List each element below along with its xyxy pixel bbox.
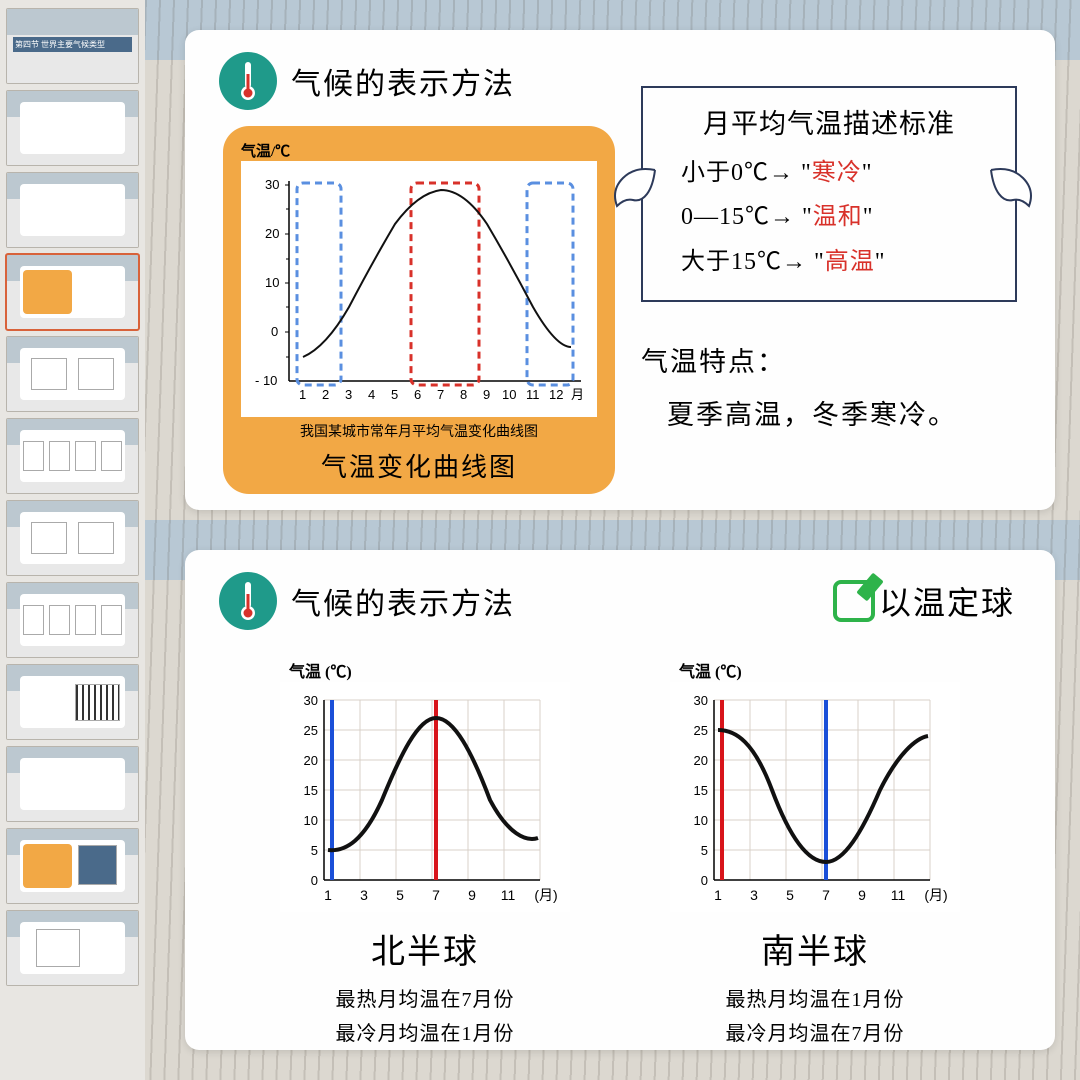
hemisphere-south: 气温 (℃) 302520 151050 [645,658,985,1051]
svg-text:5: 5 [391,387,398,402]
north-line1: 最热月均温在7月份 [255,983,595,1017]
thumbnail-9[interactable] [6,664,139,740]
svg-text:5: 5 [701,843,708,858]
svg-text:- 10: - 10 [255,373,277,388]
characteristic-block: 气温特点： 夏季高温，冬季寒冷。 [641,340,1017,432]
slide2-title: 气候的表示方法 [291,579,515,623]
svg-text:20: 20 [265,226,279,241]
chart-caption-small: 我国某城市常年月平均气温变化曲线图 [241,421,597,441]
north-line2: 最冷月均温在1月份 [255,1017,595,1051]
svg-text:9: 9 [483,387,490,402]
badge-text: 以温定球 [879,578,1015,624]
chart-caption-big: 气温变化曲线图 [241,447,597,484]
svg-text:1: 1 [299,387,306,402]
thermometer-icon [219,572,277,630]
char-body: 夏季高温，冬季寒冷。 [641,393,1017,432]
note-row-3: 大于15℃→ "高温" [661,240,997,284]
main-area: 气候的表示方法 气温/℃ 30 20 10 0 - 10 [145,0,1080,1080]
svg-text:5: 5 [786,887,794,903]
svg-text:1: 1 [714,887,722,903]
thumbnail-11[interactable] [6,828,139,904]
svg-text:8: 8 [460,387,467,402]
thumbnail-rail[interactable]: 第四节 世界主要气候类型 [0,0,145,1080]
svg-text:1: 1 [324,887,332,903]
svg-text:4: 4 [368,387,375,402]
svg-text:7: 7 [822,887,830,903]
pencil-icon [833,580,875,622]
y-axis-label: 气温 (℃) [645,658,985,682]
north-chart: 30 25 20 15 10 5 0 1 3 5 7 9 11 (月) [280,682,570,912]
char-title: 气温特点： [641,340,1017,379]
thumbnail-1[interactable]: 第四节 世界主要气候类型 [6,8,139,84]
svg-text:10: 10 [265,275,279,290]
svg-text:25: 25 [304,723,318,738]
svg-text:2: 2 [322,387,329,402]
thumbnail-4[interactable] [6,254,139,330]
svg-text:0: 0 [311,873,318,888]
svg-text:15: 15 [304,783,318,798]
svg-text:0: 0 [271,324,278,339]
thumbnail-8[interactable] [6,582,139,658]
south-chart: 30 25 20 15 10 5 0 1 3 5 7 9 11 (月) [670,682,960,912]
note-title: 月平均气温描述标准 [661,102,997,141]
svg-text:20: 20 [694,753,708,768]
chart-panel: 气温/℃ 30 20 10 0 - 10 [223,126,615,494]
thumbnail-6[interactable] [6,418,139,494]
slide-bottom: 气候的表示方法 以温定球 气温 (℃) [185,550,1055,1050]
svg-text:月: 月 [571,387,584,402]
svg-text:(月): (月) [534,887,557,903]
svg-text:10: 10 [502,387,516,402]
slide1-title: 气候的表示方法 [291,59,515,103]
svg-text:9: 9 [858,887,866,903]
svg-text:30: 30 [304,693,318,708]
south-line1: 最热月均温在1月份 [645,983,985,1017]
svg-text:5: 5 [311,843,318,858]
svg-text:7: 7 [437,387,444,402]
thermometer-icon [219,52,277,110]
svg-text:10: 10 [304,813,318,828]
thumbnail-12[interactable] [6,910,139,986]
svg-text:(月): (月) [924,887,947,903]
svg-text:25: 25 [694,723,708,738]
svg-text:20: 20 [304,753,318,768]
south-line2: 最冷月均温在7月份 [645,1017,985,1051]
y-axis-label: 气温 (℃) [255,658,595,682]
svg-text:12: 12 [549,387,563,402]
thumbnail-10[interactable] [6,746,139,822]
standard-note: 月平均气温描述标准 小于0℃→ "寒冷" 0—15℃→ "温和" 大于15℃→ … [641,86,1017,302]
thumbnail-5[interactable] [6,336,139,412]
svg-text:3: 3 [750,887,758,903]
hand-left-icon [597,160,657,230]
svg-text:11: 11 [526,387,540,402]
note-row-1: 小于0℃→ "寒冷" [661,151,997,195]
thumbnail-2[interactable] [6,90,139,166]
svg-text:6: 6 [414,387,421,402]
svg-text:15: 15 [694,783,708,798]
svg-text:30: 30 [265,177,279,192]
y-axis-label: 气温/℃ [241,140,597,161]
thumbnail-7[interactable] [6,500,139,576]
svg-text:9: 9 [468,887,476,903]
svg-text:30: 30 [694,693,708,708]
temperature-chart: 30 20 10 0 - 10 123 45 [241,161,597,417]
svg-text:3: 3 [360,887,368,903]
svg-text:11: 11 [891,887,906,903]
south-title: 南半球 [645,924,985,973]
svg-text:10: 10 [694,813,708,828]
hand-right-icon [989,160,1049,230]
svg-text:7: 7 [432,887,440,903]
slide-top: 气候的表示方法 气温/℃ 30 20 10 0 - 10 [185,30,1055,510]
svg-text:3: 3 [345,387,352,402]
note-row-2: 0—15℃→ "温和" [661,195,997,239]
hemisphere-north: 气温 (℃) 302520 [255,658,595,1051]
north-title: 北半球 [255,924,595,973]
svg-text:0: 0 [701,873,708,888]
svg-text:11: 11 [501,887,516,903]
thumbnail-3[interactable] [6,172,139,248]
svg-text:5: 5 [396,887,404,903]
activity-badge: 以温定球 [833,578,1015,624]
